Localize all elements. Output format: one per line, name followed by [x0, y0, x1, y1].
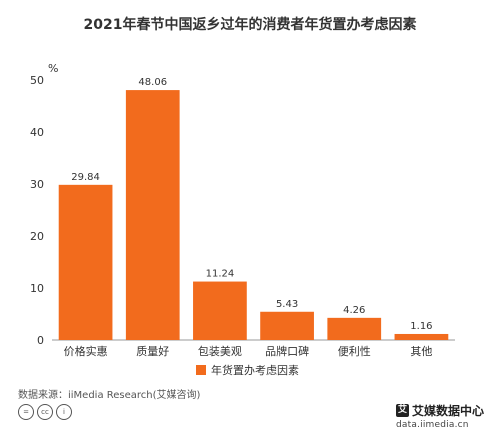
- legend-swatch: [196, 365, 206, 375]
- bar-5: [327, 317, 382, 340]
- cc-icon: cc: [37, 404, 53, 420]
- bar-data-label: 48.06: [138, 77, 167, 88]
- y-tick-label: 50: [30, 74, 44, 87]
- bar-data-label: 5.43: [276, 299, 298, 310]
- cc-equal-icon: =: [18, 404, 34, 420]
- bar-data-label: 29.84: [71, 172, 100, 183]
- bar-2: [125, 90, 180, 340]
- bar-6: [394, 333, 449, 340]
- chart-title: 2021年春节中国返乡过年的消费者年货置办考虑因素: [83, 17, 417, 33]
- license-icons: = cc i: [18, 404, 72, 420]
- bar-data-label: 11.24: [206, 269, 235, 280]
- legend-label: 年货置办考虑因素: [211, 364, 299, 377]
- chart-legend: 年货置办考虑因素: [196, 362, 299, 378]
- y-tick-label: 20: [30, 230, 44, 243]
- cc-attribution-icon: i: [56, 404, 72, 420]
- x-tick-label: 品牌口碑: [265, 344, 309, 358]
- x-tick-label: 包装美观: [198, 345, 242, 358]
- x-tick-label: 便利性: [338, 344, 371, 358]
- brand-logo: 艾 艾媒数据中心: [396, 402, 492, 419]
- y-tick-label: 30: [30, 178, 44, 191]
- y-axis-unit-label: %: [48, 62, 58, 75]
- bar-data-label: 4.26: [343, 305, 365, 316]
- y-tick-label: 40: [30, 126, 44, 139]
- bar-3: [193, 281, 247, 340]
- bar-chart: % 0 10 20 30 40 50 29.84 价格实惠 48.06 质量好 11.24 包装美观 5.…: [30, 62, 455, 358]
- bar-4: [260, 311, 314, 340]
- brand-name: 艾媒数据中心: [412, 404, 485, 418]
- x-tick-label: 其他: [410, 345, 432, 358]
- brand-mark-icon: 艾: [396, 404, 409, 417]
- x-tick-label: 质量好: [136, 344, 169, 358]
- brand-url: data.iimedia.cn: [396, 420, 469, 430]
- brand-watermark: 艾 艾媒数据中心 data.iimedia.cn: [396, 402, 492, 430]
- data-source-note: 数据来源：iiMedia Research(艾媒咨询): [18, 390, 201, 401]
- y-tick-label: 0: [37, 334, 44, 347]
- bar-1: [58, 184, 113, 340]
- y-tick-label: 10: [30, 282, 44, 295]
- x-tick-label: 价格实惠: [64, 344, 108, 358]
- bar-data-label: 1.16: [410, 321, 432, 332]
